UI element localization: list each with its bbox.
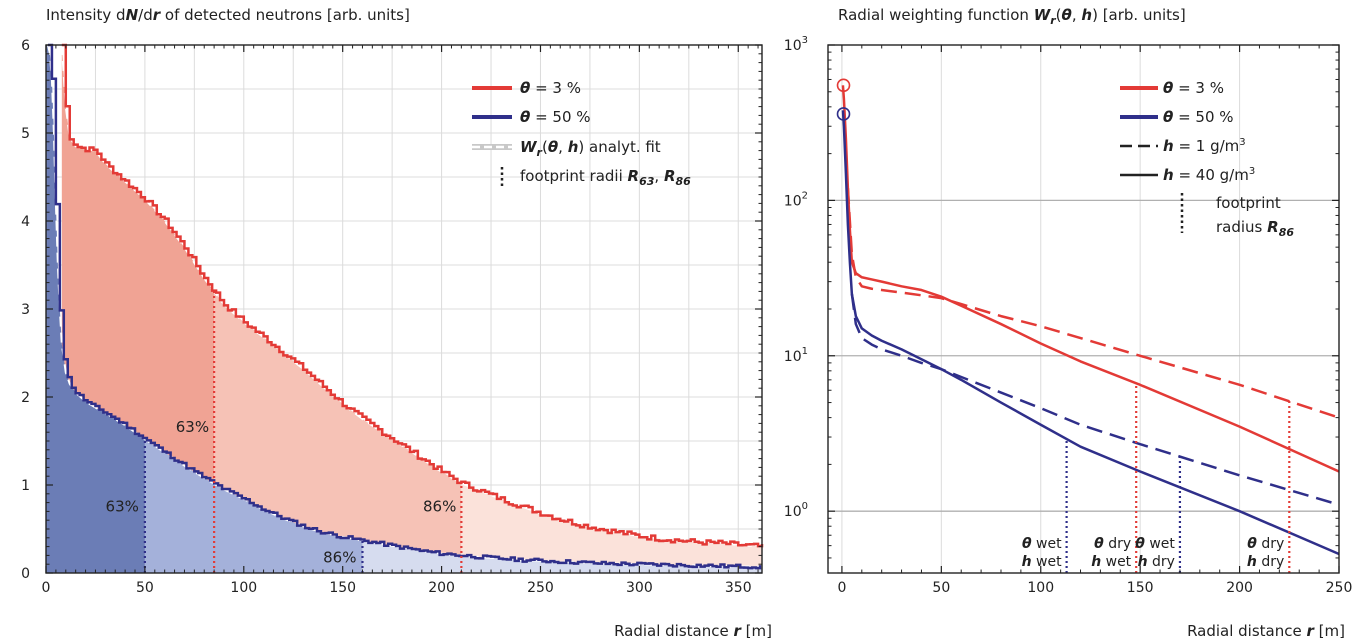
left-x-tick-label: 50 xyxy=(136,580,154,596)
left-y-tick-label: 5 xyxy=(21,126,30,142)
marker-theta3 xyxy=(836,78,851,93)
right-title: Radial weighting function Wr(θ, h) [arb.… xyxy=(838,6,1186,27)
left-grid xyxy=(46,45,762,573)
left-title: Intensity dN/dr of detected neutrons [ar… xyxy=(46,6,410,24)
series-line-theta50-h40 xyxy=(841,110,1340,556)
right-x-tick-label: 150 xyxy=(1127,580,1154,596)
left-y-tick-label: 3 xyxy=(21,302,30,318)
left-panel: Intensity dN/dr of detected neutrons [ar… xyxy=(21,6,772,640)
right-series-lines xyxy=(836,78,1340,556)
left-x-tick-label: 300 xyxy=(626,580,653,596)
left-y-tick-label: 0 xyxy=(21,566,30,582)
left-pct-86-theta50: 86% xyxy=(323,548,356,566)
left-x-tick-label: 200 xyxy=(428,580,455,596)
marker-theta50 xyxy=(836,107,851,121)
series-line-theta3-h40 xyxy=(841,85,1340,473)
radius-label-theta-1: θ dry xyxy=(1094,536,1131,552)
radius-label-h-3: h dry xyxy=(1247,554,1284,570)
series-line-theta50-h1 xyxy=(850,293,1340,506)
right-panel: Radial weighting function Wr(θ, h) [arb.… xyxy=(784,6,1353,640)
left-x-tick-label: 100 xyxy=(230,580,257,596)
left-y-tick-label: 1 xyxy=(21,478,30,494)
left-pct-63-theta3: 63% xyxy=(176,418,209,436)
radius-label-h-0: h wet xyxy=(1022,554,1062,570)
left-x-axis-label: Radial distance r [m] xyxy=(614,622,772,640)
area-theta3-outer xyxy=(461,483,762,567)
left-x-tick-label: 0 xyxy=(42,580,51,596)
left-x-tick-label: 250 xyxy=(527,580,554,596)
left-legend: θ = 3 % θ = 50 % Wr(θ, h) analyt. fit fo… xyxy=(472,79,691,188)
right-y-tick-label: 102 xyxy=(784,190,808,209)
right-y-tick-label: 100 xyxy=(784,501,808,520)
series-line-theta50 xyxy=(47,43,762,570)
right-x-tick-label: 250 xyxy=(1326,580,1353,596)
left-series-lines xyxy=(47,43,764,570)
legend-label-radii: footprint radii R63, R86 xyxy=(520,167,691,188)
series-line-theta3-h1 xyxy=(846,188,1340,419)
right-grid xyxy=(828,45,1339,573)
left-y-tick-label: 2 xyxy=(21,390,30,406)
right-x-tick-label: 200 xyxy=(1226,580,1253,596)
right-plot-frame xyxy=(827,44,1340,574)
area-theta3-inner-63 xyxy=(61,45,215,484)
area-theta50-inner-63 xyxy=(47,45,145,573)
legend-label-h40: h = 40 g/m3 xyxy=(1163,166,1255,184)
left-y-tick-label: 4 xyxy=(21,214,30,230)
legend-label-theta50: θ = 50 % xyxy=(520,108,591,126)
left-pct-63-theta50: 63% xyxy=(106,497,139,515)
left-x-tick-label: 150 xyxy=(329,580,356,596)
right-x-axis-label: Radial distance r [m] xyxy=(1187,622,1345,640)
right-y-tick-label: 101 xyxy=(784,346,808,365)
radius-label-theta-2: θ wet xyxy=(1135,536,1175,552)
left-x-tick-label: 350 xyxy=(725,580,752,596)
radius-label-theta-3: θ dry xyxy=(1247,536,1284,552)
left-pct-86-theta3: 86% xyxy=(423,497,456,515)
right-axis-ticks: 0 50 100 150 200 250 100 101 102 103 xyxy=(784,35,1353,596)
area-theta3-63-86 xyxy=(214,291,462,556)
radius-label-h-1: h wet xyxy=(1091,554,1131,570)
legend-label-fit: Wr(θ, h) analyt. fit xyxy=(520,138,661,159)
legend-label-radius-1: footprint xyxy=(1216,194,1281,212)
left-y-tick-label: 6 xyxy=(21,38,30,54)
right-y-tick-label: 103 xyxy=(784,35,808,54)
legend-label-theta3: θ = 3 % xyxy=(1163,79,1224,97)
right-x-tick-label: 100 xyxy=(1027,580,1054,596)
right-x-tick-label: 50 xyxy=(932,580,950,596)
series-line-theta3 xyxy=(61,43,764,548)
legend-label-theta3: θ = 3 % xyxy=(520,79,581,97)
right-x-tick-label: 0 xyxy=(837,580,846,596)
left-footprint-radii xyxy=(143,291,463,573)
legend-label-h1: h = 1 g/m3 xyxy=(1163,137,1246,155)
legend-label-theta50: θ = 50 % xyxy=(1163,108,1234,126)
radius-label-h-2: h dry xyxy=(1138,554,1175,570)
legend-label-radius-2: radius R86 xyxy=(1216,218,1294,239)
right-legend: θ = 3 % θ = 50 % h = 1 g/m3 h = 40 g/m3 … xyxy=(1120,79,1294,239)
left-axis-ticks: 0 50 100 150 200 250 300 350 0 1 2 3 4 5 6 xyxy=(21,38,762,596)
radius-label-theta-0: θ wet xyxy=(1022,536,1062,552)
